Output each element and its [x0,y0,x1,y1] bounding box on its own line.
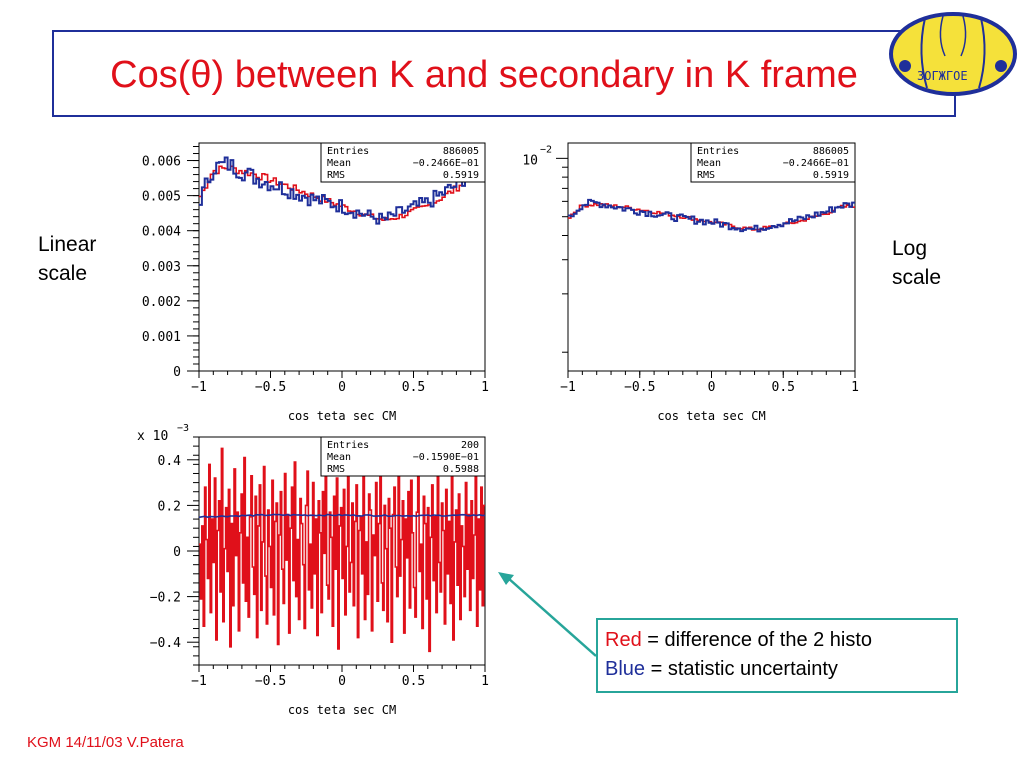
stats-key: Mean [327,158,351,169]
stats-value: 0.5919 [443,170,479,181]
y-tick-label: 0.003 [142,260,181,275]
stats-box [690,142,856,183]
stats-value: 886005 [813,146,849,157]
y-tick-exponent: −2 [540,144,552,155]
x-tick-label: −0.5 [624,380,655,395]
stats-key: Entries [327,440,369,451]
experiment-logo: ЗОГЖГОЕ [889,12,1017,96]
legend-box: Red = difference of the 2 histo Blue = s… [596,618,958,693]
stats-key: RMS [327,170,345,181]
stats-value: −0.2466E−01 [783,158,849,169]
stats-value: 0.5988 [443,464,479,475]
slide-title: Cos(θ) between K and secondary in K fram… [110,54,858,96]
stats-key: Mean [327,452,351,463]
legend-red-word: Red [605,629,642,651]
stats-key: RMS [697,170,715,181]
x-axis-label: cos teta sec CM [288,409,396,423]
y-tick-label: 0.004 [142,225,181,240]
stats-box [320,142,486,183]
x-tick-label: 0 [338,380,346,395]
linear-label-line-1: Linear [38,233,97,256]
y-tick-label: 0.005 [142,190,181,205]
x-tick-label: −1 [191,674,207,689]
footer-credit: KGM 14/11/03 V.Patera [27,734,184,751]
stats-key: RMS [327,464,345,475]
x-tick-label: 0.5 [402,674,425,689]
y-scale-exponent: −3 [177,423,189,434]
x-tick-label: 0.5 [402,380,425,395]
legend-red-line: Red = difference of the 2 histo [605,626,956,655]
linear-scale-label: Linear scale [38,230,96,288]
x-tick-label: −1 [560,380,576,395]
y-tick-label: −0.4 [150,636,181,651]
x-tick-label: 0 [708,380,716,395]
y-tick-label: 0.4 [158,454,182,469]
y-tick-label: −0.2 [150,591,181,606]
blue-histogram-line [568,198,855,233]
x-tick-label: −0.5 [255,380,286,395]
title-box: Cos(θ) between K and secondary in K fram… [52,30,956,117]
blue-histogram-line [199,156,485,225]
red-difference-line [199,447,485,653]
x-tick-label: −1 [191,380,207,395]
annotation-arrow-head [498,572,514,585]
stats-box [320,436,486,477]
legend-blue-line: Blue = statistic uncertainty [605,655,956,684]
legend-red-text: = difference of the 2 histo [641,629,873,651]
y-tick-label: 0 [173,545,181,560]
y-scale-factor: x 10 [137,429,168,444]
x-axis-label: cos teta sec CM [288,703,396,717]
stats-value: 200 [461,440,479,451]
stats-value: −0.1590E−01 [413,452,479,463]
x-tick-label: −0.5 [255,674,286,689]
log-label-line-2: scale [892,266,942,289]
y-tick-label: 0.2 [158,499,181,514]
x-axis-label: cos teta sec CM [657,409,765,423]
y-tick-label: 0.002 [142,295,181,310]
stats-key: Entries [697,146,739,157]
legend-blue-text: = statistic uncertainty [645,658,838,680]
stats-value: 886005 [443,146,479,157]
x-tick-label: 0 [338,674,346,689]
x-tick-label: 1 [481,674,489,689]
log-label-line-1: Log [892,237,928,260]
y-tick-label: 10 [522,153,538,168]
linear-label-line-2: scale [38,262,88,285]
stats-value: 0.5919 [813,170,849,181]
y-tick-label: 0.006 [142,155,181,170]
logo-text: ЗОГЖГОЕ [917,69,968,83]
legend-blue-word: Blue [605,658,646,680]
x-tick-label: 0.5 [772,380,795,395]
stats-key: Entries [327,146,369,157]
x-tick-label: 1 [851,380,859,395]
y-tick-label: 0.001 [142,330,181,345]
x-tick-label: 1 [481,380,489,395]
stats-key: Mean [697,158,721,169]
stats-value: −0.2466E−01 [413,158,479,169]
blue-uncertainty-line [198,513,485,519]
annotation-arrow-line [507,577,597,657]
y-tick-label: 0 [173,365,181,380]
log-scale-label: Log scale [892,234,941,292]
